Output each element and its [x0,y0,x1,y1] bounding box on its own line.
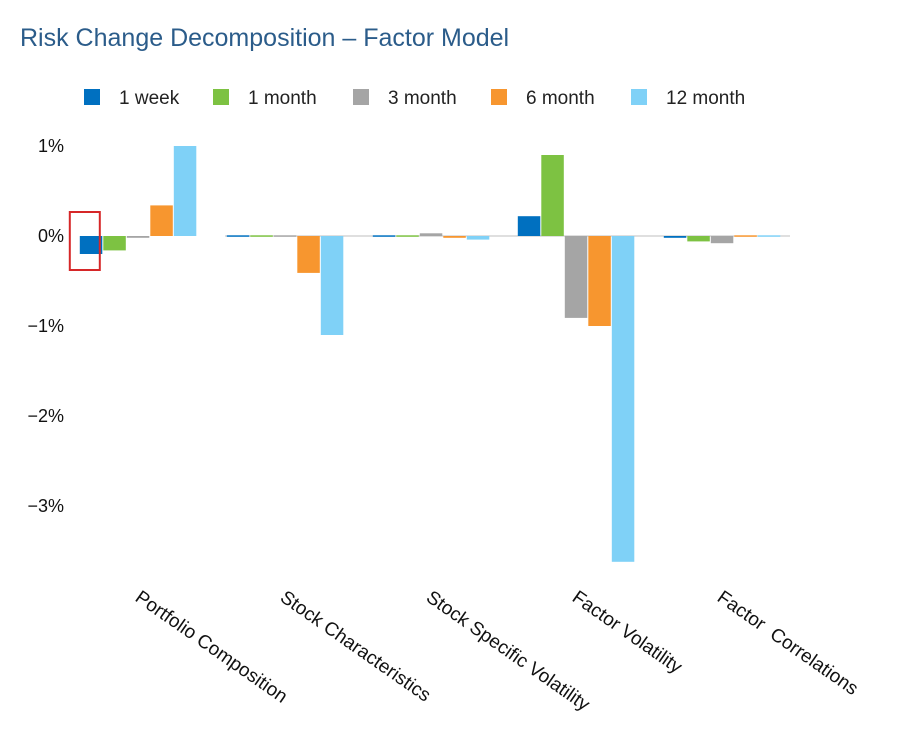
bar-stock-specific-volatility-3-month [419,233,443,236]
bar-stock-specific-volatility-1-week [372,235,396,237]
bar-factor-correlations-1-month [687,236,710,242]
bar-factor-volatility-12-month [611,236,635,562]
y-tick-label: 0% [38,226,64,246]
x-tick-label-stock-specific-volatility: Stock Specific Volatility [422,587,594,716]
x-tick-label-factor-volatility: Factor Volatility [568,587,686,678]
highlight-box [68,211,101,271]
bar-factor-correlations-1-week [663,236,687,238]
bar-factor-volatility-3-month [564,236,588,318]
bar-stock-characteristics-12-month [320,236,344,335]
bar-portfolio-composition-6-month [150,205,173,236]
legend-label-12-month: 12 month [666,88,745,109]
bar-factor-volatility-6-month [588,236,611,326]
legend-label-3-month: 3 month [388,88,457,109]
bar-portfolio-composition-1-week [79,236,103,254]
legend-swatch-1-month [213,89,229,105]
bar-stock-characteristics-1-week [226,235,250,237]
chart-title: Risk Change Decomposition – Factor Model [20,24,509,52]
legend-swatch-12-month [631,89,647,105]
y-tick-label: −2% [27,406,64,426]
y-axis: 1% 0% −1% −2% −3% [27,136,64,516]
legend: 1 week 1 month 3 month 6 month 12 month [84,88,745,109]
bars [68,146,781,562]
bar-stock-specific-volatility-1-month [396,235,419,237]
bar-portfolio-composition-1-month [103,236,126,251]
legend-label-6-month: 6 month [526,88,595,109]
bar-stock-characteristics-6-month [297,236,320,273]
bar-factor-correlations-12-month [757,235,781,237]
legend-swatch-1-week [84,89,100,105]
y-tick-label: −1% [27,316,64,336]
bar-stock-characteristics-1-month [250,235,273,237]
legend-swatch-6-month [491,89,507,105]
x-tick-label-portfolio-composition: Portfolio Composition [131,587,291,708]
bar-factor-volatility-1-week [517,216,541,236]
bar-portfolio-composition-3-month [126,236,150,238]
bar-factor-volatility-1-month [541,155,564,236]
bar-factor-correlations-3-month [710,236,734,244]
legend-label-1-week: 1 week [119,88,180,109]
x-tick-label-factor-correlations: Factor Correlations [713,587,862,700]
bar-factor-correlations-6-month [734,235,757,237]
legend-label-1-month: 1 month [248,88,317,109]
bar-portfolio-composition-12-month [173,146,197,236]
y-tick-label: 1% [38,136,64,156]
bar-stock-specific-volatility-12-month [466,236,490,240]
y-tick-label: −3% [27,496,64,516]
bar-stock-specific-volatility-6-month [443,236,466,238]
legend-swatch-3-month [353,89,369,105]
x-tick-label-stock-characteristics: Stock Characteristics [276,587,434,707]
bar-stock-characteristics-3-month [273,235,297,237]
